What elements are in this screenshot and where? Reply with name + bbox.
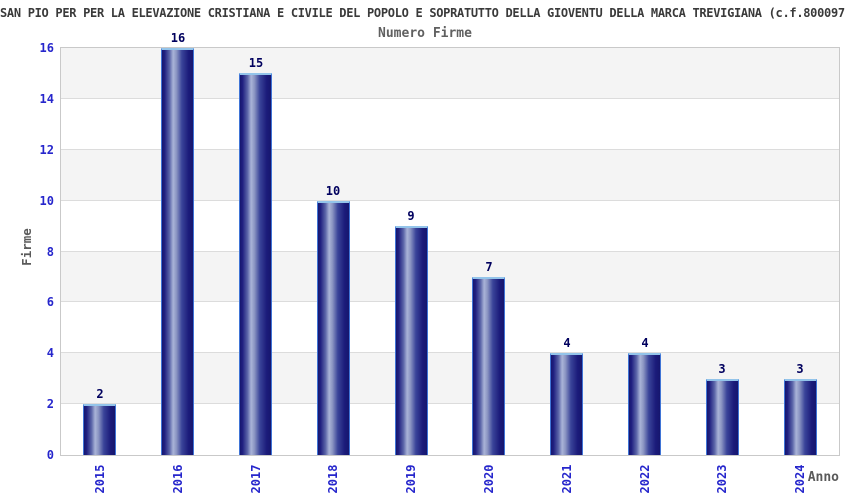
bar-value-label: 10 bbox=[325, 184, 341, 198]
y-axis-tick-label: 8 bbox=[46, 245, 54, 259]
y-axis-title: Firme bbox=[19, 228, 34, 266]
y-axis-tick-label: 14 bbox=[39, 92, 54, 106]
chart-title: SAN PIO PER PER LA ELEVAZIONE CRISTIANA … bbox=[0, 6, 845, 20]
bar-value-label: 16 bbox=[170, 31, 186, 45]
bar-2016 bbox=[161, 48, 194, 455]
y-axis-tick-label: 10 bbox=[39, 194, 54, 208]
bar-value-label: 4 bbox=[641, 336, 649, 350]
bar-2022 bbox=[628, 353, 661, 455]
x-axis-title: Anno bbox=[807, 470, 839, 485]
x-axis-tick-label: 2018 bbox=[326, 464, 340, 494]
bar-value-label: 3 bbox=[718, 362, 726, 376]
bar-2018 bbox=[317, 201, 350, 455]
y-axis-tick-label: 0 bbox=[46, 448, 54, 462]
bar-2020 bbox=[472, 277, 505, 455]
bar-2023 bbox=[706, 379, 739, 455]
x-axis-tick-label: 2024 bbox=[793, 464, 807, 494]
x-axis-tick-label: 2022 bbox=[638, 464, 652, 494]
bar-value-label: 9 bbox=[407, 209, 415, 223]
bar-value-label: 7 bbox=[485, 260, 493, 274]
x-axis-tick-label: 2021 bbox=[560, 464, 574, 494]
y-axis-tick-label: 2 bbox=[46, 397, 54, 411]
bar-value-label: 2 bbox=[96, 387, 104, 401]
y-axis-tick-label: 6 bbox=[46, 295, 54, 309]
bar-2017 bbox=[239, 73, 272, 455]
y-axis-tick-label: 12 bbox=[39, 143, 54, 157]
bar-2024 bbox=[784, 379, 817, 455]
bar-value-label: 4 bbox=[563, 336, 571, 350]
x-axis-tick-label: 2020 bbox=[482, 464, 496, 494]
bar-2019 bbox=[395, 226, 428, 455]
bar-value-label: 15 bbox=[248, 56, 264, 70]
x-axis-tick-label: 2015 bbox=[93, 464, 107, 494]
x-axis-tick-label: 2019 bbox=[404, 464, 418, 494]
x-axis-tick-label: 2016 bbox=[171, 464, 185, 494]
y-axis-tick-label: 16 bbox=[39, 41, 54, 55]
bar-2021 bbox=[550, 353, 583, 455]
chart-subtitle: Numero Firme bbox=[378, 26, 472, 41]
x-axis-tick-label: 2023 bbox=[715, 464, 729, 494]
plot-area bbox=[60, 47, 840, 456]
x-axis-tick-label: 2017 bbox=[249, 464, 263, 494]
y-axis-tick-label: 4 bbox=[46, 346, 54, 360]
bar-2015 bbox=[83, 404, 116, 455]
bar-value-label: 3 bbox=[796, 362, 804, 376]
